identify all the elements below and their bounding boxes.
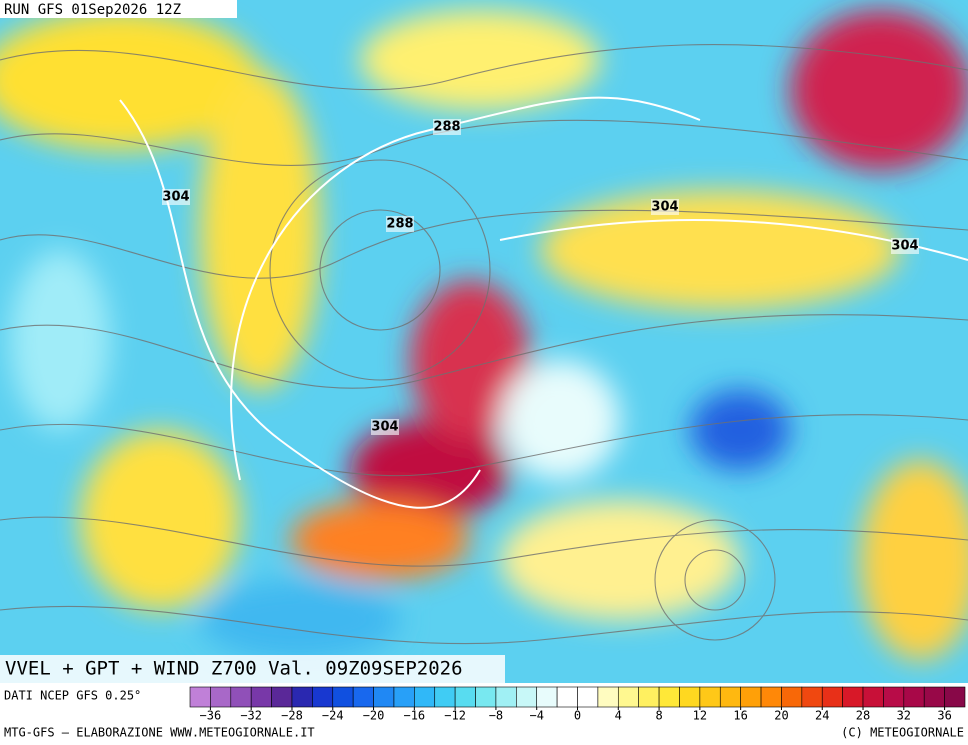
colorbar-label: 4 — [615, 709, 622, 723]
colorbar-box — [352, 686, 374, 708]
colorbar-label: −12 — [444, 709, 466, 723]
colorbar-box — [944, 686, 966, 708]
contour-label-bg — [651, 199, 679, 215]
colorbar-label: 28 — [856, 709, 870, 723]
colorbar-label: 36 — [937, 709, 951, 723]
colorbar-box — [454, 686, 476, 708]
colorbar-box — [719, 686, 741, 708]
contour-label-bg — [162, 189, 190, 205]
colorbar-box — [291, 686, 313, 708]
colorbar-label: −36 — [200, 709, 222, 723]
colorbar-box — [312, 686, 334, 708]
colorbar-label: 12 — [693, 709, 707, 723]
title-box — [0, 655, 505, 683]
colorbar-box — [271, 686, 293, 708]
colorbar-box — [923, 686, 945, 708]
contour-label: 304 — [891, 239, 918, 254]
copyright-label: (C) METEOGIORNALE — [841, 726, 964, 740]
colorbar-box — [801, 686, 823, 708]
colorbar-label: −16 — [403, 709, 425, 723]
contour-label-bg — [386, 216, 414, 232]
colorbar-box — [903, 686, 925, 708]
colorbar-label: 8 — [655, 709, 662, 723]
colorbar-box — [393, 686, 415, 708]
colorbar-box — [189, 686, 211, 708]
map-field — [0, 0, 968, 683]
colorbar-box — [740, 686, 762, 708]
colorbar-box — [414, 686, 436, 708]
colorbar-box — [495, 686, 517, 708]
colorbar-box — [475, 686, 497, 708]
colorbar-box — [760, 686, 782, 708]
map-title: VVEL + GPT + WIND Z700 Val. 09Z09SEP2026 — [5, 658, 463, 680]
colorbar-box — [862, 686, 884, 708]
colorbar-label: −8 — [489, 709, 503, 723]
colorbar-box — [617, 686, 639, 708]
colorbar-label: −28 — [281, 709, 303, 723]
colorbar-box — [699, 686, 721, 708]
colorbar-box — [577, 686, 599, 708]
colorbar-label: −4 — [529, 709, 543, 723]
contour-label: 304 — [651, 200, 678, 215]
colorbar-box — [230, 686, 252, 708]
credit-label: MTG-GFS — ELABORAZIONE WWW.METEOGIORNALE… — [4, 726, 315, 740]
contour-label-bg — [371, 419, 399, 435]
contour-label: 304 — [162, 190, 189, 205]
run-label: RUN GFS 01Sep2026 12Z — [4, 2, 181, 18]
colorbar-box — [556, 686, 578, 708]
contour-label: 288 — [386, 217, 413, 232]
colorbar: −36 −32 −28 −24 −20 −16 −12 −8 −4 0 4 8 12 16 20 24 28 32… — [189, 686, 966, 723]
colorbar-label: −24 — [322, 709, 344, 723]
colorbar-box — [679, 686, 701, 708]
colorbar-box — [434, 686, 456, 708]
colorbar-box — [373, 686, 395, 708]
colorbar-box — [210, 686, 232, 708]
source-label: DATI NCEP GFS 0.25° — [4, 689, 141, 703]
colorbar-box — [781, 686, 803, 708]
colorbar-box — [638, 686, 660, 708]
colorbar-label: 24 — [815, 709, 829, 723]
colorbar-box — [821, 686, 843, 708]
colorbar-label: 32 — [897, 709, 911, 723]
contour-label-bg — [891, 238, 919, 254]
colorbar-box — [332, 686, 354, 708]
colorbar-label: 16 — [733, 709, 747, 723]
colorbar-box — [250, 686, 272, 708]
colorbar-label: −32 — [240, 709, 262, 723]
colorbar-label: 20 — [774, 709, 788, 723]
colorbar-box — [658, 686, 680, 708]
colorbar-label: 0 — [574, 709, 581, 723]
contour-label-bg — [433, 119, 461, 135]
colorbar-box — [883, 686, 905, 708]
colorbar-box — [516, 686, 538, 708]
colorbar-box — [842, 686, 864, 708]
colorbar-box — [597, 686, 619, 708]
colorbar-box — [536, 686, 558, 708]
colorbar-label: −20 — [363, 709, 385, 723]
contour-label: 304 — [371, 420, 398, 435]
contour-label: 288 — [433, 120, 460, 135]
run-box — [0, 0, 237, 18]
